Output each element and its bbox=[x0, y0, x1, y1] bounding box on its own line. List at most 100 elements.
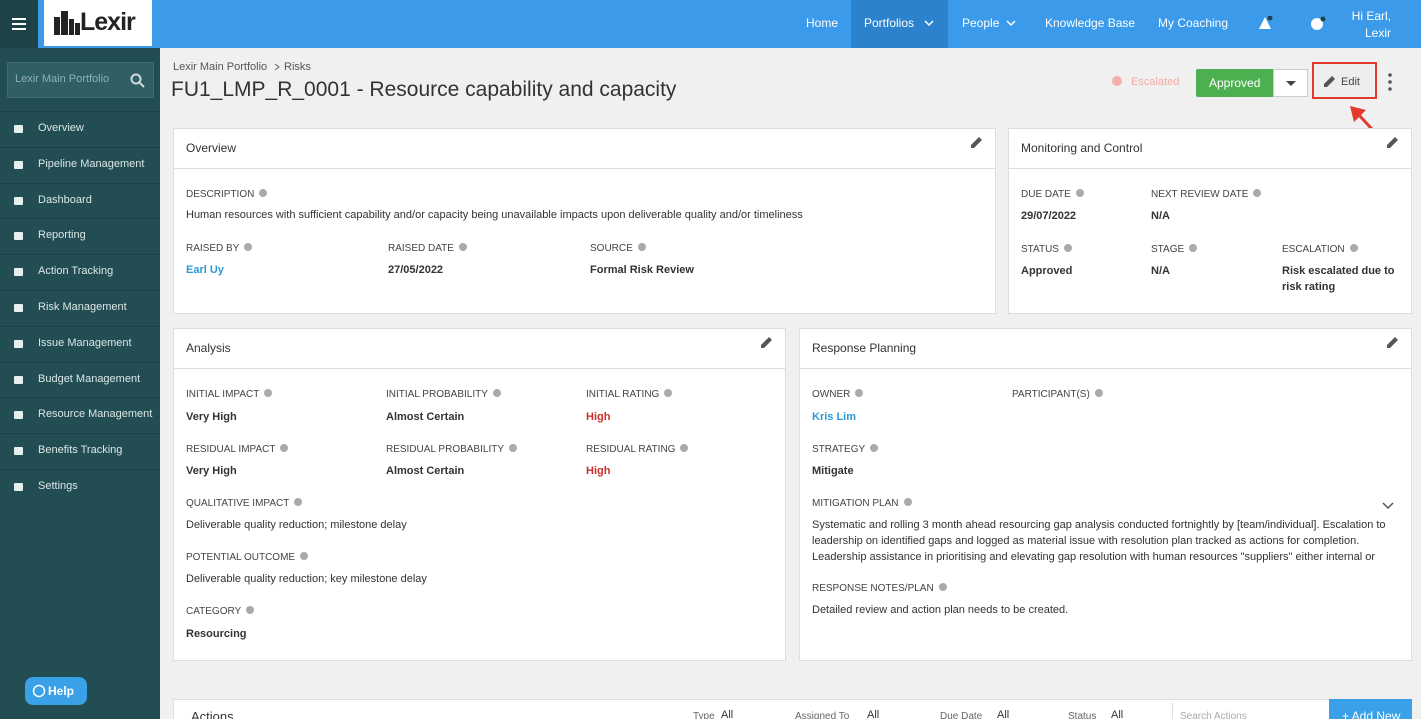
filter-value[interactable]: All bbox=[1111, 709, 1124, 719]
help-button[interactable] bbox=[25, 677, 87, 705]
info-icon[interactable] bbox=[509, 444, 517, 452]
nav-item[interactable]: People bbox=[962, 16, 1000, 30]
add-new-label[interactable]: + Add New bbox=[1342, 709, 1401, 719]
sidebar-icon bbox=[14, 304, 23, 312]
sidebar-item[interactable]: Resource Management bbox=[38, 408, 153, 421]
filter-value[interactable]: All bbox=[867, 709, 880, 719]
alert-icon bbox=[1258, 16, 1274, 32]
nav-item[interactable]: Home bbox=[806, 16, 839, 30]
field-label-text: CATEGORY bbox=[186, 606, 242, 617]
more-menu[interactable] bbox=[1386, 72, 1394, 92]
info-icon[interactable] bbox=[664, 389, 673, 397]
sidebar-separator bbox=[0, 397, 160, 399]
field-label-text: STATUS bbox=[1021, 244, 1059, 255]
info-icon[interactable] bbox=[870, 444, 879, 452]
info-icon[interactable] bbox=[246, 606, 255, 614]
filter-value[interactable]: All bbox=[721, 709, 734, 719]
sidebar-item[interactable]: Dashboard bbox=[38, 193, 92, 206]
sidebar-icon bbox=[14, 232, 23, 241]
card-header-divider bbox=[173, 368, 786, 369]
approved-label[interactable]: Approved bbox=[1209, 76, 1261, 90]
info-icon[interactable] bbox=[492, 389, 501, 397]
info-icon[interactable] bbox=[244, 243, 253, 251]
field-label: RESIDUAL IMPACT bbox=[186, 443, 289, 457]
info-icon[interactable] bbox=[1253, 189, 1262, 197]
field-label: ESCALATION bbox=[1282, 243, 1358, 257]
info-icon[interactable] bbox=[1094, 389, 1103, 397]
info-icon[interactable] bbox=[1349, 244, 1358, 252]
info-icon[interactable] bbox=[294, 498, 303, 506]
info-icon[interactable] bbox=[264, 389, 273, 397]
sidebar-item[interactable]: Pipeline Management bbox=[38, 157, 145, 170]
field-value[interactable]: Kris Lim bbox=[812, 411, 857, 423]
field-label: RAISED DATE bbox=[388, 242, 467, 256]
card-edit-icon[interactable] bbox=[760, 335, 774, 349]
logo-box[interactable]: Lexir bbox=[44, 0, 152, 46]
field-label: INITIAL IMPACT bbox=[186, 388, 273, 402]
info-icon[interactable] bbox=[637, 243, 646, 251]
info-icon[interactable] bbox=[1189, 244, 1198, 252]
card-edit-icon[interactable] bbox=[970, 135, 984, 149]
info-icon[interactable] bbox=[458, 243, 467, 251]
add-new-button[interactable] bbox=[1329, 699, 1412, 719]
sidebar-item[interactable]: Budget Management bbox=[38, 372, 141, 385]
field-value: Risk escalated due to risk rating bbox=[1282, 265, 1395, 293]
info-icon[interactable] bbox=[300, 552, 309, 560]
page-title: FU1_LMP_R_0001 - Resource capability and… bbox=[171, 78, 677, 101]
field-label: POTENTIAL OUTCOME bbox=[186, 551, 309, 565]
sidebar-item[interactable]: Action Tracking bbox=[38, 265, 114, 278]
sidebar-item[interactable]: Issue Management bbox=[38, 336, 132, 349]
filter-value[interactable]: All bbox=[997, 709, 1010, 719]
card-title: Monitoring and Control bbox=[1021, 141, 1143, 155]
sidebar-item[interactable]: Benefits Tracking bbox=[38, 444, 123, 457]
field-label-text: DUE DATE bbox=[1021, 189, 1071, 200]
info-icon[interactable] bbox=[259, 189, 268, 197]
search-box bbox=[1172, 703, 1327, 719]
sidebar-item[interactable]: Risk Management bbox=[38, 301, 127, 313]
nav-item[interactable]: My Coaching bbox=[1158, 16, 1229, 30]
field-label: NEXT REVIEW DATE bbox=[1151, 188, 1262, 202]
field-label-text: INITIAL IMPACT bbox=[186, 389, 260, 400]
help-label[interactable]: Help bbox=[48, 684, 75, 698]
card-edit-icon[interactable] bbox=[1386, 335, 1400, 349]
menu-toggle[interactable] bbox=[0, 0, 38, 48]
field-value: High bbox=[586, 411, 611, 423]
field-value: Detailed review and action plan needs to… bbox=[812, 604, 1069, 616]
info-icon[interactable] bbox=[680, 444, 689, 452]
status-dropdown[interactable] bbox=[1273, 69, 1308, 97]
edit-button[interactable] bbox=[1316, 66, 1373, 95]
card bbox=[173, 128, 996, 314]
field-label: RESIDUAL RATING bbox=[586, 443, 689, 457]
info-icon[interactable] bbox=[280, 444, 289, 452]
sidebar-search[interactable] bbox=[7, 62, 154, 98]
edit-label[interactable]: Edit bbox=[1341, 76, 1360, 88]
field-value: Human resources with sufficient capabili… bbox=[186, 209, 803, 221]
sidebar-item[interactable]: Overview bbox=[38, 122, 84, 134]
search-placeholder[interactable]: Search Actions bbox=[1180, 711, 1247, 719]
field-value[interactable]: Earl Uy bbox=[186, 264, 224, 276]
sidebar-item[interactable]: Reporting bbox=[38, 229, 86, 242]
nav-caret bbox=[1006, 19, 1016, 27]
sidebar-icon bbox=[14, 160, 23, 169]
field-label-text: ESCALATION bbox=[1282, 244, 1345, 255]
sidebar-icon bbox=[14, 447, 23, 456]
expand-chevron bbox=[1382, 500, 1394, 512]
nav-item[interactable]: Knowledge Base bbox=[1045, 16, 1136, 30]
field-label-text: QUALITATIVE IMPACT bbox=[186, 498, 290, 509]
info-icon[interactable] bbox=[938, 583, 947, 591]
field-label: DUE DATE bbox=[1021, 188, 1084, 202]
nav-item[interactable]: Portfolios bbox=[864, 16, 915, 30]
breadcrumb-item[interactable]: Lexir Main Portfolio bbox=[173, 61, 268, 73]
info-icon[interactable] bbox=[903, 498, 912, 506]
card bbox=[1008, 128, 1412, 314]
field-label: SOURCE bbox=[590, 242, 646, 256]
card-edit-icon[interactable] bbox=[1386, 135, 1400, 149]
sidebar-item[interactable]: Settings bbox=[38, 480, 78, 492]
info-icon[interactable] bbox=[1063, 244, 1072, 252]
field-value: Formal Risk Review bbox=[590, 264, 694, 276]
field-label-text: RAISED DATE bbox=[388, 243, 454, 254]
sidebar-separator bbox=[0, 182, 160, 184]
info-icon[interactable] bbox=[1075, 189, 1084, 197]
field-value: High bbox=[586, 465, 611, 477]
info-icon[interactable] bbox=[855, 389, 864, 397]
